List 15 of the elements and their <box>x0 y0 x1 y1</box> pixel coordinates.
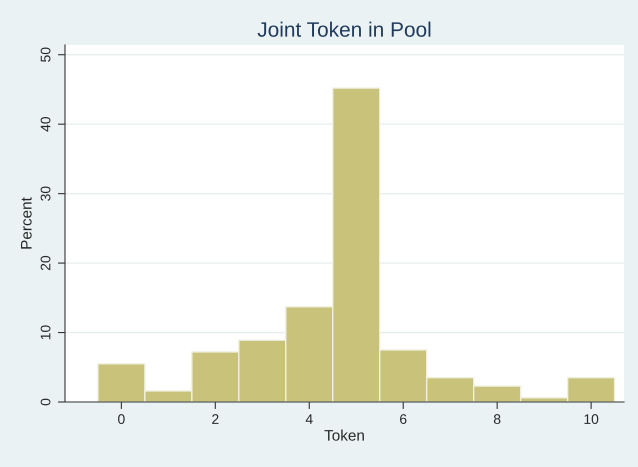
x-axis-title: Token <box>324 430 364 441</box>
x-tick-label: 4 <box>306 414 313 424</box>
x-tick-label: 10 <box>584 414 598 424</box>
x-tick-label: 6 <box>400 414 406 424</box>
chart-title: Joint Token in Pool <box>258 22 430 37</box>
y-tick-label: 50 <box>40 48 50 62</box>
x-tick-label: 2 <box>212 414 218 424</box>
x-tick-label: 0 <box>118 414 125 424</box>
y-tick-label: 30 <box>40 186 50 201</box>
y-axis-title: Percent <box>21 197 32 249</box>
y-tick-label: 20 <box>40 256 50 270</box>
y-tick-label: 10 <box>40 325 50 340</box>
y-tick-label: 0 <box>40 398 50 406</box>
y-tick-label: 40 <box>40 116 50 132</box>
x-tick-label: 8 <box>494 414 500 424</box>
